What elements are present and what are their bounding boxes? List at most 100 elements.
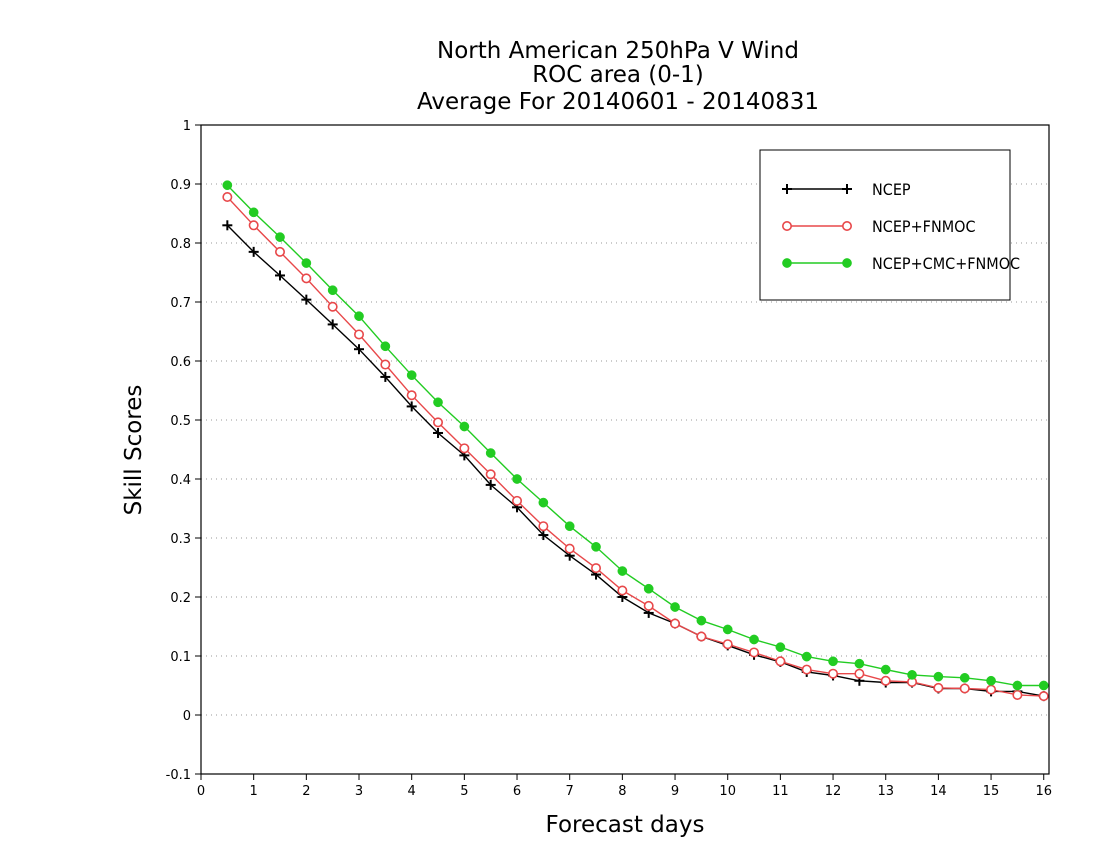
data-point-ncep-cmc-fnmoc xyxy=(617,566,628,576)
data-point-ncep-cmc-fnmoc xyxy=(670,602,680,612)
data-point-ncep-fnmoc xyxy=(459,443,470,454)
data-point-ncep-fnmoc xyxy=(643,600,654,611)
data-point-ncep xyxy=(327,319,338,330)
x-tick-label: 0 xyxy=(197,784,205,799)
legend: NCEP NCEP+FNMOC NCEP+CMC+FNMOC xyxy=(759,149,1020,301)
x-tick-label: 9 xyxy=(671,784,679,799)
data-point-ncep-cmc-fnmoc xyxy=(380,341,391,352)
data-point-ncep-fnmoc xyxy=(222,191,233,202)
data-point-ncep-cmc-fnmoc xyxy=(301,258,312,268)
x-tick-label: 12 xyxy=(825,784,842,799)
data-point-ncep-cmc-fnmoc xyxy=(959,672,970,683)
legend-label: NCEP+CMC+FNMOC xyxy=(872,254,1020,273)
y-tick-label: 0 xyxy=(183,709,191,724)
data-point-ncep xyxy=(380,371,391,382)
data-point-ncep-cmc-fnmoc xyxy=(775,642,786,653)
data-point-ncep xyxy=(406,401,417,412)
x-tick-label: 8 xyxy=(618,784,626,799)
data-point-ncep-fnmoc xyxy=(485,469,496,480)
data-point-ncep-cmc-fnmoc xyxy=(722,624,733,635)
data-point-ncep xyxy=(354,344,365,355)
data-point-ncep-fnmoc xyxy=(538,521,549,532)
x-tick-label: 10 xyxy=(719,784,736,799)
chart-title-line-1: North American 250hPa V Wind xyxy=(437,38,799,64)
y-tick-label: -0.1 xyxy=(166,768,191,783)
data-point-ncep-cmc-fnmoc xyxy=(433,397,443,408)
data-point-ncep xyxy=(222,220,233,231)
legend-entry-ncep: NCEP xyxy=(782,180,911,199)
x-tick-label: 16 xyxy=(1035,784,1052,799)
y-axis: -0.1 0 0.1 0.2 0.3 0.4 0.5 0.6 0.7 0.8 0.9 1 xyxy=(166,119,201,783)
x-tick-label: 1 xyxy=(250,784,258,799)
data-point-ncep-fnmoc xyxy=(564,543,575,554)
series-layer xyxy=(222,180,1049,702)
plot-frame xyxy=(200,124,1050,775)
y-tick-label: 0.3 xyxy=(170,532,191,547)
data-point-ncep-fnmoc xyxy=(670,618,681,629)
data-point-ncep-fnmoc xyxy=(854,668,865,679)
x-tick-label: 13 xyxy=(877,784,894,799)
data-point-ncep-fnmoc xyxy=(775,656,786,667)
legend-marker xyxy=(842,184,852,194)
x-tick-label: 4 xyxy=(408,784,416,799)
data-point-ncep xyxy=(275,270,286,281)
y-tick-label: 0.6 xyxy=(170,355,191,370)
data-point-ncep xyxy=(301,294,312,305)
data-point-ncep-cmc-fnmoc xyxy=(696,615,707,626)
x-tick-label: 5 xyxy=(460,784,468,799)
data-point-ncep xyxy=(538,530,549,541)
x-tick-label: 7 xyxy=(566,784,574,799)
data-point-ncep-cmc-fnmoc xyxy=(880,664,891,675)
y-tick-label: 0.4 xyxy=(170,473,191,488)
y-axis-label: Skill Scores xyxy=(121,385,147,516)
data-point-ncep-cmc-fnmoc xyxy=(564,521,575,532)
y-tick-label: 0.9 xyxy=(170,178,191,193)
data-point-ncep-cmc-fnmoc xyxy=(591,542,601,552)
data-point-ncep-cmc-fnmoc xyxy=(749,634,759,645)
data-point-ncep-fnmoc xyxy=(327,301,338,312)
data-point-ncep-fnmoc xyxy=(959,683,970,694)
data-point-ncep-cmc-fnmoc xyxy=(275,232,285,242)
data-point-ncep-cmc-fnmoc xyxy=(485,448,496,458)
data-point-ncep-fnmoc xyxy=(617,585,628,596)
data-point-ncep-cmc-fnmoc xyxy=(222,180,233,191)
data-point-ncep xyxy=(248,246,259,257)
data-point-ncep-fnmoc xyxy=(696,631,707,642)
data-point-ncep-cmc-fnmoc xyxy=(354,311,364,322)
y-tick-label: 0.1 xyxy=(170,650,191,665)
data-point-ncep-fnmoc xyxy=(986,684,997,695)
data-point-ncep-fnmoc xyxy=(828,668,839,679)
chart-title-line-2: ROC area (0-1) xyxy=(532,62,704,88)
data-point-ncep-cmc-fnmoc xyxy=(1038,680,1049,691)
data-point-ncep-fnmoc xyxy=(275,246,286,257)
data-point-ncep-fnmoc xyxy=(433,417,444,428)
data-point-ncep-cmc-fnmoc xyxy=(1012,680,1023,691)
data-point-ncep-fnmoc xyxy=(354,329,365,340)
data-point-ncep-fnmoc xyxy=(933,682,944,693)
data-point-ncep-fnmoc xyxy=(801,664,812,675)
data-point-ncep-cmc-fnmoc xyxy=(406,370,417,381)
data-point-ncep-cmc-fnmoc xyxy=(643,583,654,594)
chart-title-line-3: Average For 20140601 - 20140831 xyxy=(417,89,819,115)
data-point-ncep-fnmoc xyxy=(406,390,417,401)
x-tick-label: 6 xyxy=(513,784,521,799)
legend-marker xyxy=(782,258,792,268)
legend-label: NCEP xyxy=(872,180,911,199)
data-point-ncep-fnmoc xyxy=(749,647,760,658)
data-point-ncep-cmc-fnmoc xyxy=(986,675,996,686)
y-tick-label: 0.8 xyxy=(170,237,191,252)
data-point-ncep-fnmoc xyxy=(722,639,733,650)
y-tick-label: 0.2 xyxy=(170,591,191,606)
data-point-ncep-cmc-fnmoc xyxy=(512,474,522,484)
data-point-ncep-fnmoc xyxy=(880,675,891,686)
legend-entry-ncep-fnmoc: NCEP+FNMOC xyxy=(781,217,976,236)
data-point-ncep-fnmoc xyxy=(1012,689,1023,700)
legend-label: NCEP+FNMOC xyxy=(872,217,976,236)
x-tick-label: 11 xyxy=(772,784,789,799)
x-axis-label: Forecast days xyxy=(546,812,705,838)
chart-title: North American 250hPa V Wind ROC area (0… xyxy=(417,38,819,115)
data-point-ncep-cmc-fnmoc xyxy=(828,656,838,667)
y-tick-label: 0.5 xyxy=(170,414,191,429)
y-tick-label: 1 xyxy=(183,119,191,134)
